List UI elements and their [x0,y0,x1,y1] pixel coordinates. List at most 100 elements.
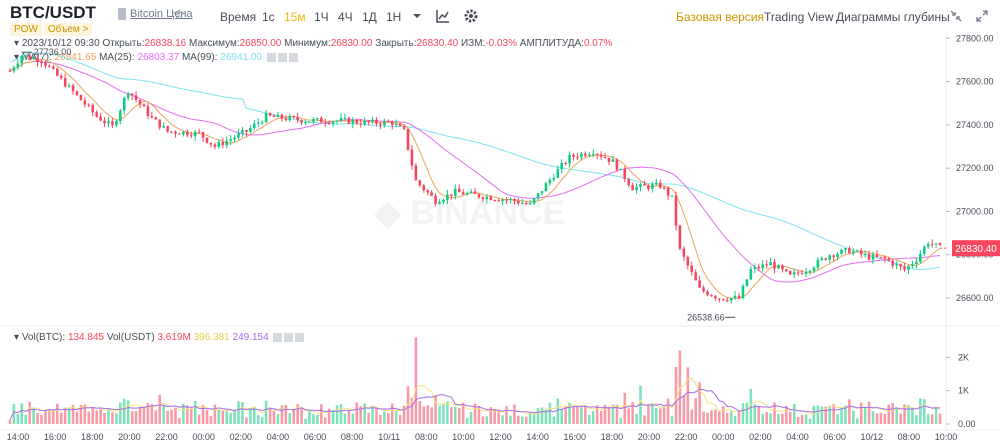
interval-4h[interactable]: 4Ч [338,10,353,24]
candlestick-chart[interactable]: ◆ BINANCE 27800.00 27600.00 27400.00 27200.0… [0,34,1000,444]
volume-bar [532,413,536,424]
ma-close-icon[interactable] [288,52,298,62]
volume-bar [674,366,678,424]
interval-1w[interactable]: 1Н [386,10,402,24]
indicators-icon[interactable] [436,9,450,23]
tag-volume[interactable]: Объем > [43,23,93,36]
vol-visibility-icon[interactable] [273,332,283,342]
candle-body [725,300,729,302]
ma7-value: 26841.65 [54,52,97,63]
candle-body [383,121,386,126]
interval-1d[interactable]: 1Д [362,10,377,24]
volume-bar [142,407,146,424]
candle-body [454,188,457,196]
candle-body [572,154,575,157]
candle-body [737,295,741,299]
candle-body [540,191,544,194]
volume-bar [182,403,185,424]
vol-toggle-icon[interactable]: ▾ [14,332,20,343]
vol-btc-label: Vol(BTC): [21,332,66,343]
volume-bar [647,404,650,424]
fullscreen-icon[interactable] [976,10,988,22]
candle-body [245,130,248,132]
star-icon[interactable]: ☆ [173,6,186,22]
volume-bar [469,411,473,424]
settings-gear-icon[interactable] [464,9,478,23]
volume-bar [71,404,75,424]
candle-body [402,126,406,129]
volume-bar [639,385,642,424]
candle-body [485,196,489,200]
candle-body [379,123,382,126]
tag-pow[interactable]: POW [10,23,42,36]
time-tick-label: 22:00 [155,432,178,442]
interval-1s[interactable]: 1с [262,10,275,24]
candle-body [655,182,658,185]
time-tick-label: 04:00 [786,432,809,442]
volume-bar [670,416,674,424]
volume-bar [87,411,91,424]
volume-bar [926,414,930,424]
time-tick-label: 06:00 [304,432,327,442]
volume-bar [323,417,327,424]
candle-body [848,248,851,254]
candle-body [517,200,520,204]
ma-visibility-icon[interactable] [266,52,276,62]
volume-bar [75,411,79,424]
volume-bar [193,400,197,424]
candle-body [256,122,260,124]
candle-body [674,195,678,226]
volume-bar [446,401,449,424]
candle-body [871,254,875,260]
volume-bar [651,403,654,424]
volume-bar [52,409,55,424]
time-tick-label: 08:00 [341,432,364,442]
time-tick-label: 04:00 [267,432,290,442]
volume-bar [544,408,548,424]
volume-bar [410,397,414,424]
vol-close-icon[interactable] [295,332,305,342]
price-tick-label: 27200.00 [956,163,994,173]
candle-body [595,154,599,156]
volume-bar [16,414,20,424]
view-depth[interactable]: Диаграммы глубины [836,10,950,24]
volume-bar [79,404,83,424]
ma-toggle-icon[interactable]: ▾ [14,52,20,63]
volume-bar [402,405,406,424]
volume-bar [454,406,457,424]
info-icon[interactable] [118,8,126,20]
volume-bar [804,414,808,424]
view-basic[interactable]: Базовая версия [676,10,764,24]
candle-body [658,182,662,188]
interval-dropdown-icon[interactable] [412,12,422,20]
candle-body [166,125,169,132]
interval-1h[interactable]: 1Ч [314,10,329,24]
collapse-icon[interactable] [950,10,962,22]
volume-bar [879,412,883,424]
volume-bar [828,406,831,424]
candle-body [938,243,942,246]
view-tradingview[interactable]: Trading View [764,10,834,24]
ohlc-toggle-icon[interactable]: ▾ [14,38,20,49]
volume-bar [505,406,508,424]
candle-body [781,265,784,270]
pair-price-link[interactable]: Bitcoin Цена [130,8,193,20]
ma-settings-icon[interactable] [277,52,287,62]
vol-settings-icon[interactable] [284,332,294,342]
candle-body [816,259,820,268]
volume-bar [658,408,662,424]
candle-body [426,190,429,193]
candle-body [16,63,20,68]
volume-bar [256,415,260,424]
volume-bar [473,403,477,424]
volume-bar [355,402,359,424]
candle-body [859,250,863,255]
candle-body [883,256,887,259]
time-tick-label: 12:00 [489,432,512,442]
volume-bar [568,402,571,424]
close-value: 26830.40 [416,38,459,49]
volume-bar [465,417,469,424]
volume-bar [875,413,879,424]
interval-15m[interactable]: 15м [284,10,306,24]
volume-bar [883,414,887,424]
